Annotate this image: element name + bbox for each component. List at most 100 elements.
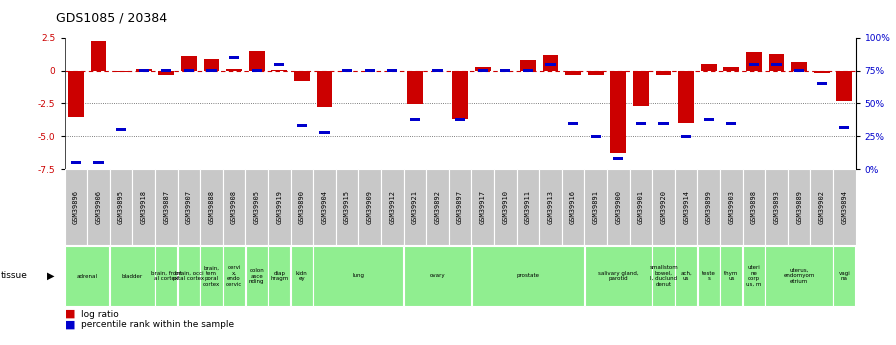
Text: GSM39895: GSM39895 [118,190,124,224]
Text: GSM39908: GSM39908 [231,190,237,224]
Bar [455,118,465,121]
Bar [181,56,197,71]
FancyBboxPatch shape [584,169,607,245]
Bar [93,161,104,164]
Text: GSM39905: GSM39905 [254,190,260,224]
FancyBboxPatch shape [539,169,562,245]
FancyBboxPatch shape [833,246,856,306]
Bar [342,69,352,72]
Bar [568,122,578,125]
Bar [274,63,284,66]
Text: tissue: tissue [1,272,28,280]
FancyBboxPatch shape [675,246,697,306]
Bar [749,63,759,66]
Text: ▶: ▶ [47,271,54,281]
Text: GSM39897: GSM39897 [457,190,463,224]
FancyBboxPatch shape [426,169,449,245]
Text: brain, occi
pital cortex: brain, occi pital cortex [173,271,204,281]
FancyBboxPatch shape [630,169,652,245]
Text: salivary gland,
parotid: salivary gland, parotid [598,271,639,281]
Bar [252,69,262,72]
FancyBboxPatch shape [314,246,403,306]
Text: GSM39916: GSM39916 [570,190,576,224]
Text: GSM39921: GSM39921 [412,190,418,224]
Text: GSM39904: GSM39904 [322,190,327,224]
FancyBboxPatch shape [65,246,109,306]
Bar [319,131,330,134]
Bar [727,122,737,125]
Text: brain, front
al cortex: brain, front al cortex [151,271,182,281]
FancyBboxPatch shape [652,169,675,245]
FancyBboxPatch shape [200,169,223,245]
Bar [90,41,107,71]
Bar [294,71,310,81]
Text: lung: lung [352,274,365,278]
Bar [478,69,487,72]
Text: GSM39888: GSM39888 [209,190,214,224]
Text: ach,
us: ach, us [680,271,692,281]
Bar [565,71,581,75]
Text: ovary: ovary [430,274,445,278]
Text: GSM39900: GSM39900 [616,190,621,224]
Bar [837,71,852,101]
Text: cervi
x,
endo
cervic: cervi x, endo cervic [226,265,242,287]
Bar [590,135,601,138]
FancyBboxPatch shape [223,169,246,245]
Bar [297,124,307,127]
Text: ■: ■ [65,319,75,329]
Bar [433,69,443,72]
FancyBboxPatch shape [290,169,314,245]
Text: GSM39896: GSM39896 [73,190,79,224]
Bar [365,69,375,72]
Bar [523,69,533,72]
Bar [116,128,126,131]
Text: vagi
na: vagi na [839,271,850,281]
FancyBboxPatch shape [358,169,381,245]
Bar [139,69,149,72]
Bar [452,71,468,119]
Bar [703,118,714,121]
Text: ■: ■ [65,309,75,319]
Text: GSM39913: GSM39913 [547,190,554,224]
Bar [746,52,762,71]
Text: brain,
tem
poral
cortex: brain, tem poral cortex [202,265,220,287]
FancyBboxPatch shape [765,246,833,306]
Bar [135,69,151,71]
Text: GSM39887: GSM39887 [163,190,169,224]
FancyBboxPatch shape [133,169,155,245]
Bar [184,69,194,72]
Text: percentile rank within the sample: percentile rank within the sample [81,320,234,329]
Bar [113,71,129,72]
FancyBboxPatch shape [155,169,177,245]
FancyBboxPatch shape [65,169,87,245]
Text: GSM39912: GSM39912 [389,190,395,224]
FancyBboxPatch shape [517,169,539,245]
Bar [161,69,171,72]
Text: GSM39892: GSM39892 [435,190,441,224]
FancyBboxPatch shape [336,169,358,245]
Bar [229,56,239,59]
Text: adrenal: adrenal [77,274,98,278]
Text: GSM39889: GSM39889 [797,190,802,224]
FancyBboxPatch shape [404,246,471,306]
FancyBboxPatch shape [449,169,471,245]
Bar [249,51,264,71]
Text: GSM39918: GSM39918 [141,190,147,224]
Text: GSM39894: GSM39894 [841,190,848,224]
Bar [794,69,805,72]
Text: GSM39898: GSM39898 [751,190,757,224]
Bar [659,122,668,125]
FancyBboxPatch shape [697,169,720,245]
FancyBboxPatch shape [471,246,584,306]
FancyBboxPatch shape [585,246,652,306]
Text: prostate: prostate [516,274,539,278]
Text: GSM39901: GSM39901 [638,190,644,224]
FancyBboxPatch shape [788,169,811,245]
FancyBboxPatch shape [403,169,426,245]
FancyBboxPatch shape [201,246,222,306]
Bar [546,63,556,66]
Bar [500,69,511,72]
FancyBboxPatch shape [87,169,109,245]
FancyBboxPatch shape [314,169,336,245]
FancyBboxPatch shape [607,169,630,245]
